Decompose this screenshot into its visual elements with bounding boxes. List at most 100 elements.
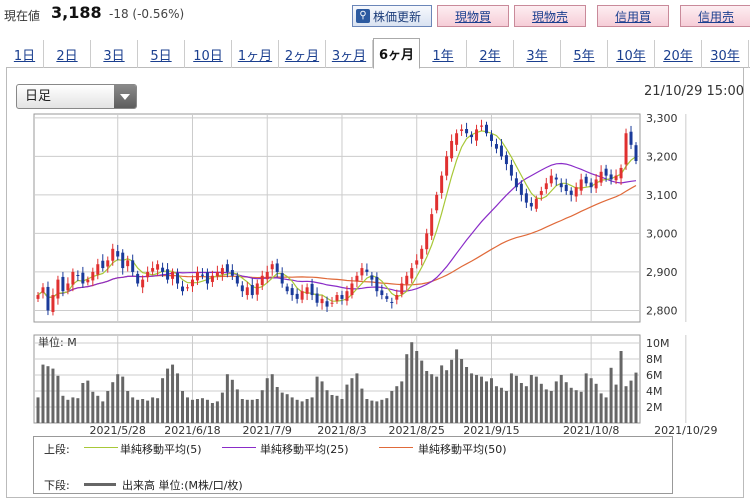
legend-ma50-swatch	[379, 447, 413, 448]
volume-bar	[260, 390, 264, 423]
candle-body	[549, 175, 553, 184]
candle-body	[375, 276, 379, 292]
candle-body	[335, 295, 339, 301]
volume-bar	[220, 392, 224, 423]
period-tab[interactable]: 6ヶ月	[373, 38, 420, 69]
cash-sell-button[interactable]: 現物売	[514, 5, 586, 27]
volume-bar	[435, 376, 439, 423]
candle-body	[51, 295, 55, 312]
cash-buy-button[interactable]: 現物買	[437, 5, 509, 27]
volume-bar	[235, 389, 239, 423]
volume-bar	[245, 399, 249, 423]
period-tab[interactable]: 1ヶ月	[232, 40, 279, 68]
candle-body	[210, 275, 214, 282]
candle-body	[190, 279, 194, 287]
volume-bar	[66, 399, 70, 423]
volume-bar	[195, 399, 199, 423]
period-tab[interactable]: 5日	[138, 40, 185, 68]
candle-body	[310, 283, 314, 296]
candle-body	[564, 184, 568, 192]
price-tick-label: 3,100	[646, 189, 678, 202]
candle-body	[215, 271, 219, 277]
period-tab[interactable]: 30年	[702, 40, 749, 68]
candle-body	[41, 287, 45, 293]
volume-bar	[385, 398, 389, 423]
volume-bar	[629, 380, 633, 423]
candle-body	[614, 175, 618, 181]
candle-body	[574, 187, 578, 197]
volume-bar	[36, 397, 40, 423]
candle-body	[554, 177, 558, 180]
period-tab[interactable]: 1日	[6, 40, 44, 68]
candle-body	[230, 270, 234, 276]
volume-bar	[445, 370, 449, 423]
candle-body	[604, 168, 608, 176]
period-tab[interactable]: 2ヶ月	[279, 40, 326, 68]
candle-body	[445, 156, 449, 176]
refresh-price-label: 株価更新	[373, 9, 422, 24]
volume-bar	[529, 375, 533, 423]
volume-bar	[295, 399, 299, 423]
volume-bar	[584, 373, 588, 423]
candle-body	[141, 279, 145, 288]
volume-bar	[509, 373, 513, 423]
candle-body	[350, 283, 354, 296]
candle-body	[161, 267, 165, 272]
candle-body	[91, 271, 95, 281]
volume-bar	[250, 399, 254, 423]
candle-body	[315, 293, 319, 303]
refresh-price-button[interactable]: ⚲ 株価更新	[352, 5, 432, 27]
period-tab[interactable]: 2日	[44, 40, 91, 68]
candle-body	[599, 171, 603, 183]
volume-bar	[280, 392, 284, 423]
volume-bar	[440, 365, 444, 423]
period-tab[interactable]: 3年	[514, 40, 561, 68]
candle-body	[295, 293, 299, 299]
candle-body	[325, 301, 329, 307]
candle-body	[509, 164, 513, 176]
chart-timestamp: 21/10/29 15:00	[644, 84, 744, 99]
candle-body	[400, 283, 404, 294]
volume-bar	[91, 391, 95, 423]
period-tab[interactable]: 1年	[420, 40, 467, 68]
volume-bar	[265, 378, 269, 423]
period-tab[interactable]: 2年	[467, 40, 514, 68]
period-tab[interactable]: 20年	[655, 40, 702, 68]
candle-body	[81, 272, 85, 284]
candle-body	[300, 291, 304, 300]
volume-bar	[121, 376, 125, 423]
volume-bar	[534, 376, 538, 423]
candle-body	[250, 285, 254, 296]
chart-type-select[interactable]: 日足	[16, 84, 137, 109]
volume-bar	[360, 388, 364, 423]
price-change: -18 (-0.56%)	[109, 7, 185, 21]
volume-bar	[460, 359, 464, 423]
candle-body	[176, 273, 180, 284]
period-tab[interactable]: 3ヶ月	[326, 40, 373, 68]
volume-bar	[569, 387, 573, 423]
current-price: 3,188	[51, 3, 102, 22]
candle-body	[579, 179, 583, 191]
volume-bar	[290, 397, 294, 423]
candle-body	[410, 268, 414, 279]
volume-bar	[499, 387, 503, 423]
margin-buy-button[interactable]: 信用買	[597, 5, 669, 27]
candle-body	[499, 145, 503, 157]
candle-body	[166, 269, 170, 280]
volume-bar	[61, 395, 65, 423]
period-tab[interactable]: 10年	[608, 40, 655, 68]
candle-body	[156, 264, 160, 270]
margin-sell-button[interactable]: 信用売	[680, 5, 750, 27]
candle-body	[146, 271, 150, 278]
candle-body	[415, 260, 419, 265]
price-tick-label: 3,300	[646, 112, 678, 125]
volume-bar	[494, 386, 498, 423]
volume-bar	[205, 399, 209, 423]
period-tab[interactable]: 10日	[185, 40, 232, 68]
candle-body	[76, 275, 80, 277]
period-tab[interactable]: 3日	[91, 40, 138, 68]
candle-body	[365, 269, 369, 272]
volume-bar	[390, 391, 394, 423]
chart-legend: 上段: 単純移動平均(5) 単純移動平均(25) 単純移動平均(50) 下段: …	[33, 436, 673, 494]
period-tab[interactable]: 5年	[561, 40, 608, 68]
